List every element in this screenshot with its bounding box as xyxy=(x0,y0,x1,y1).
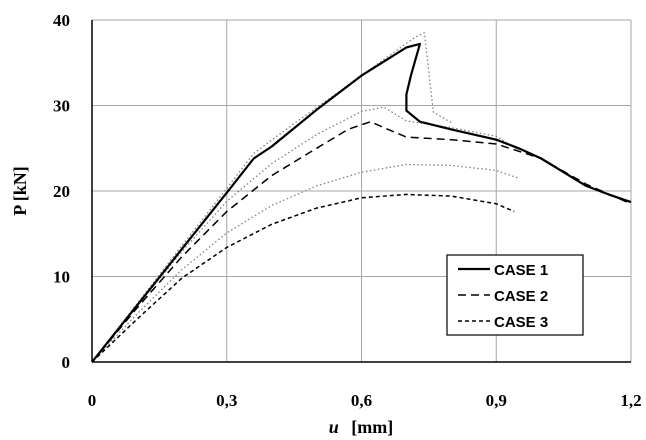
y-tick-label: 0 xyxy=(62,353,71,372)
series-lines xyxy=(91,32,632,363)
legend-label-case-3: CASE 3 xyxy=(494,314,548,331)
series-case-3 xyxy=(91,193,515,363)
x-tick-label: 0,3 xyxy=(216,391,237,410)
y-tick-label: 10 xyxy=(53,268,70,287)
y-axis-label: P [kN] xyxy=(10,166,30,216)
legend-label-case-1: CASE 1 xyxy=(494,262,548,279)
tick-labels: 0 0,3 0,6 0,9 1,2 0 10 20 30 40 xyxy=(53,11,642,410)
x-axis-label: u [mm] xyxy=(329,417,394,437)
y-tick-label: 20 xyxy=(53,182,70,201)
x-tick-label: 1,2 xyxy=(620,391,641,410)
x-axis-label-unit: [mm] xyxy=(351,417,393,437)
y-tick-label: 40 xyxy=(53,11,70,30)
x-tick-label: 0,9 xyxy=(486,391,507,410)
x-tick-label: 0,6 xyxy=(351,391,372,410)
legend-label-case-2: CASE 2 xyxy=(494,288,548,305)
x-tick-label: 0 xyxy=(88,391,97,410)
series-case-2 xyxy=(91,120,632,363)
series-dotted-5 xyxy=(91,163,519,363)
axes xyxy=(91,20,631,363)
series-dotted-3 xyxy=(91,32,452,363)
x-axis-label-variable: u xyxy=(329,417,339,437)
y-tick-label: 30 xyxy=(53,97,70,116)
grid xyxy=(92,19,632,362)
legend: CASE 1 CASE 2 CASE 3 xyxy=(446,254,584,336)
